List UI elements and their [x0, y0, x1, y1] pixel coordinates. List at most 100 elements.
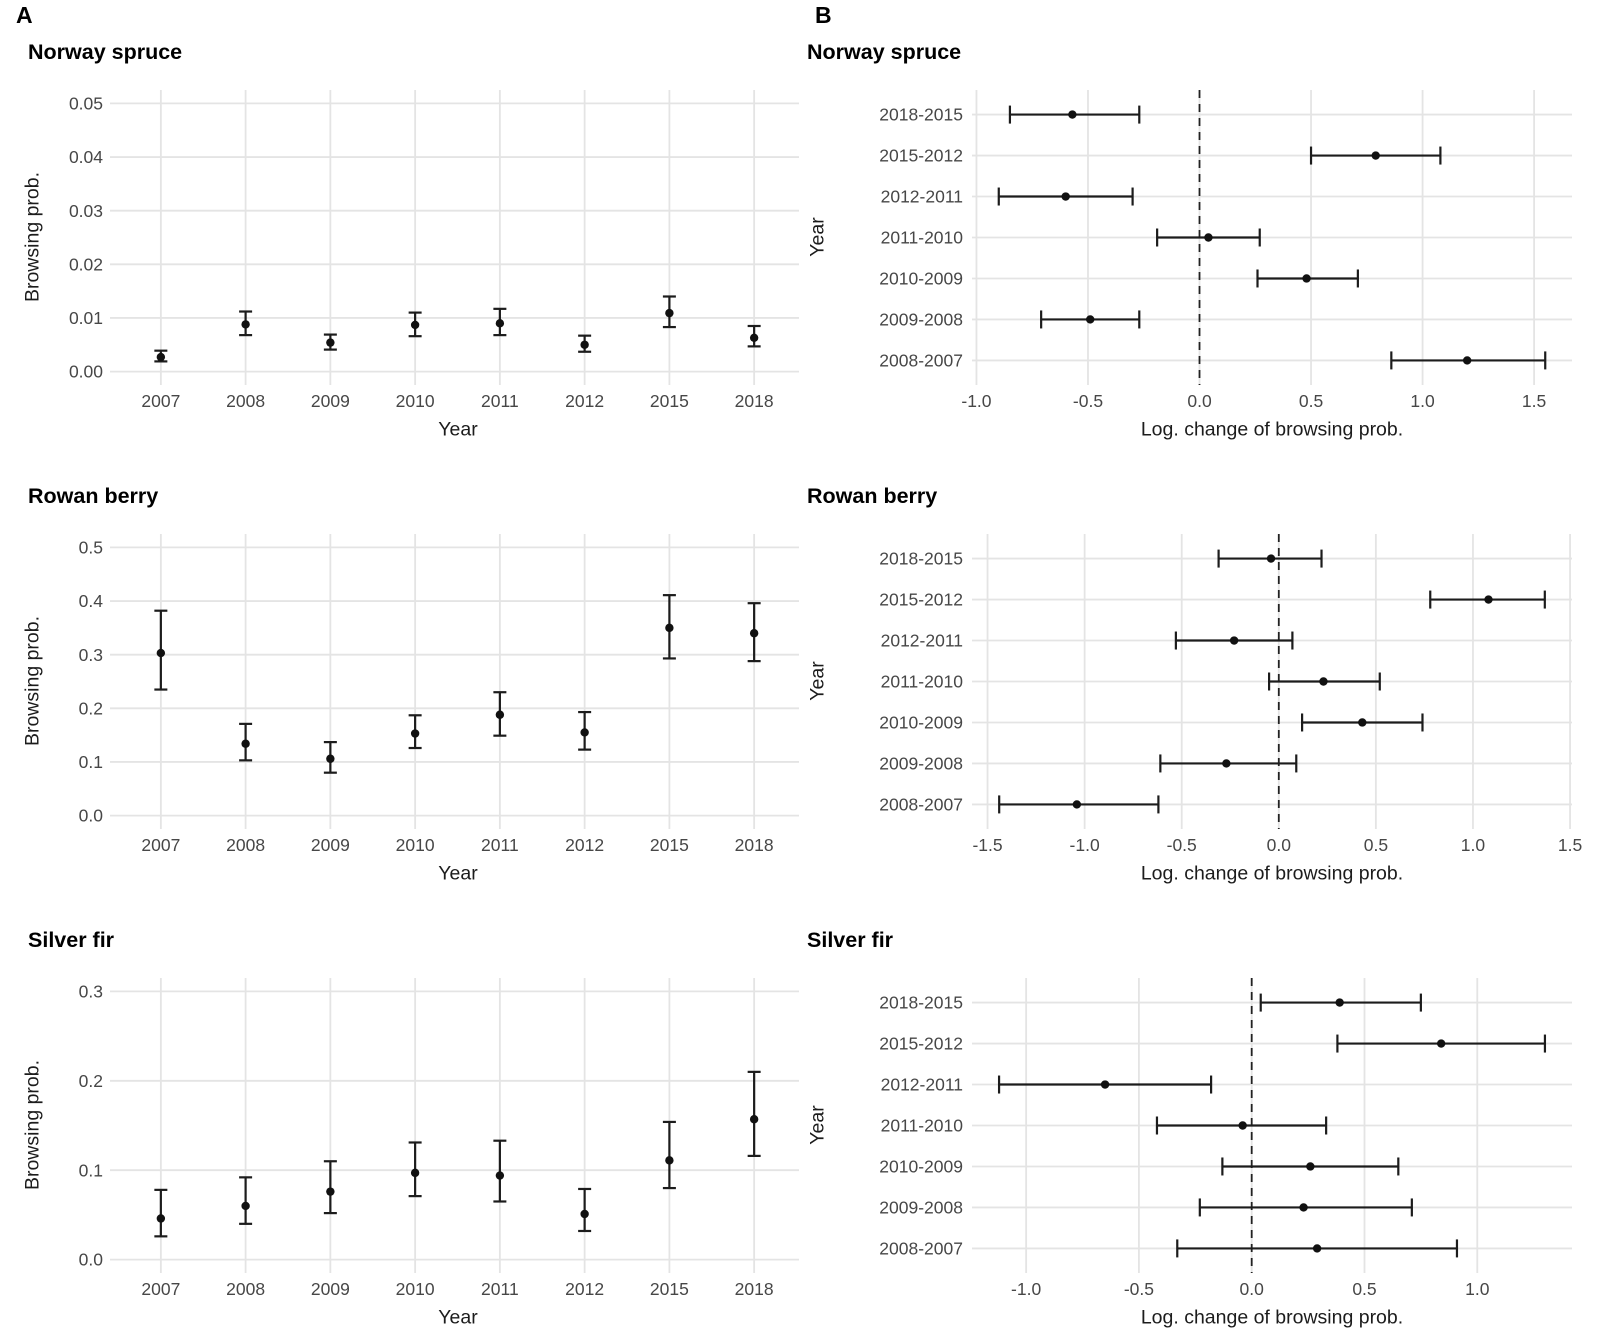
x-tick-label: 2007 [141, 1279, 180, 1299]
data-point [495, 319, 505, 328]
data-point [1222, 759, 1231, 768]
data-point [1266, 554, 1276, 563]
x-tick-label: 0.0 [1240, 1279, 1265, 1299]
y-tick-label: 0.03 [69, 201, 103, 221]
x-tick-label: 2012 [565, 1279, 604, 1299]
x-tick-label: -1.5 [972, 835, 1002, 855]
y-tick-label: 0.01 [69, 308, 103, 328]
x-tick-label: 0.5 [1364, 835, 1388, 855]
data-point [580, 340, 589, 349]
y-tick-label: 2008-2007 [879, 795, 963, 815]
y-tick-label: 2015-2012 [879, 590, 963, 610]
x-tick-label: 0.0 [1267, 835, 1292, 855]
x-tick-label: -1.0 [961, 391, 991, 411]
data-point [1484, 595, 1493, 604]
data-point [495, 1171, 505, 1180]
x-tick-label: 2011 [481, 391, 519, 411]
panel-b-rowan-berry: Rowan berry Year Log. change of browsing… [799, 444, 1598, 888]
data-point [665, 308, 674, 318]
y-tick-label: 2018-2015 [879, 549, 963, 569]
x-tick-label: 1.5 [1558, 835, 1582, 855]
plot-canvas: 2018-2015 2015-2012 2012-2011 2011-2010 2010… [879, 978, 1572, 1299]
data-point [1204, 233, 1213, 242]
data-point [156, 648, 166, 658]
y-tick-label: 2008-2007 [879, 351, 963, 371]
x-tick-label: 2015 [650, 835, 689, 855]
y-tick-label: 2011-2010 [881, 228, 964, 248]
x-tick-label: 1.0 [1410, 391, 1435, 411]
y-tick-label: 2011-2010 [881, 672, 964, 692]
data-point [1436, 1039, 1446, 1048]
data-point [156, 352, 166, 362]
x-tick-label: -0.5 [1167, 835, 1197, 855]
data-point [580, 1209, 589, 1219]
x-tick-label: 2015 [650, 391, 689, 411]
x-tick-label: 0.5 [1352, 1279, 1376, 1299]
x-tick-label: 2015 [650, 1279, 689, 1299]
data-point [1358, 718, 1367, 727]
x-tick-label: 2018 [735, 835, 774, 855]
y-tick-label: 0.05 [69, 94, 103, 114]
panel-title: Silver fir [28, 928, 115, 952]
y-tick-label: 2010-2009 [879, 1157, 963, 1177]
plot-canvas: 2018-2015 2015-2012 2012-2011 2011-2010 2010… [879, 90, 1572, 411]
y-tick-label: 2012-2011 [881, 1075, 963, 1095]
plot-canvas: 0.0 0.1 0.2 0.3 0.4 0.5 2007 2008 2009 2010 2011 20… [79, 534, 799, 855]
data-point [1238, 1121, 1247, 1130]
y-tick-label: 0.2 [79, 698, 103, 718]
y-tick-label: 0.2 [79, 1071, 103, 1091]
y-tick-label: 2009-2008 [879, 310, 963, 330]
y-tick-label: 0.04 [69, 147, 103, 167]
data-point [749, 333, 759, 342]
x-tick-label: 2011 [481, 835, 519, 855]
data-point [410, 729, 420, 738]
data-point [1068, 110, 1077, 119]
x-axis-title: Log. change of browsing prob. [1140, 862, 1404, 885]
y-tick-label: 2010-2009 [879, 269, 963, 289]
x-axis-title: Year [438, 862, 478, 885]
plot-canvas: 0.00 0.01 0.02 0.03 0.04 0.05 2007 2008 2009 2010… [69, 90, 799, 411]
data-point [156, 1214, 166, 1223]
x-tick-label: 1.5 [1522, 391, 1546, 411]
x-tick-label: 2009 [311, 391, 350, 411]
plot-canvas: 0.0 0.1 0.2 0.3 2007 2008 2009 2010 2011 2012 2015… [79, 978, 799, 1299]
y-tick-label: 2015-2012 [879, 1034, 963, 1054]
y-tick-label: 0.4 [79, 591, 104, 611]
x-axis-title: Year [438, 1306, 478, 1329]
data-point [580, 728, 589, 737]
x-tick-label: 2018 [735, 391, 774, 411]
y-tick-label: 2012-2011 [881, 631, 963, 651]
panel-b-silver-fir: Silver fir Year Log. change of browsing … [799, 888, 1598, 1332]
panel-title: Rowan berry [807, 484, 938, 508]
x-axis-title: Log. change of browsing prob. [1140, 418, 1404, 441]
panel-title: Silver fir [807, 928, 894, 952]
x-tick-label: 2007 [141, 835, 180, 855]
y-tick-label: 2011-2010 [881, 1116, 964, 1136]
data-point [495, 710, 505, 719]
data-point [410, 320, 420, 330]
data-point [1100, 1080, 1110, 1089]
panel-letter-a: A [16, 2, 33, 28]
data-point [326, 338, 335, 347]
data-point [1072, 800, 1082, 809]
data-point [241, 1201, 250, 1211]
x-tick-label: -1.0 [1070, 835, 1100, 855]
data-point [1086, 315, 1095, 324]
x-tick-label: 2009 [311, 1279, 350, 1299]
x-tick-label: 2008 [226, 1279, 265, 1299]
x-tick-label: -0.5 [1124, 1279, 1154, 1299]
x-tick-label: 2007 [141, 391, 180, 411]
x-tick-label: 2009 [311, 835, 350, 855]
data-point [1299, 1203, 1308, 1212]
panel-b-norway-spruce: Norway spruce Year Log. change of browsi… [799, 0, 1598, 444]
data-point [665, 623, 674, 633]
x-axis-title: Year [438, 418, 478, 441]
plot-canvas: 2018-2015 2015-2012 2012-2011 2011-2010 2010… [879, 534, 1582, 855]
panel-a-norway-spruce: Norway spruce Browsing prob. Year 0.00 0.… [0, 0, 799, 444]
y-tick-label: 2009-2008 [879, 1198, 963, 1218]
x-tick-label: 0.0 [1187, 391, 1212, 411]
y-tick-label: 0.0 [79, 1250, 104, 1270]
y-tick-label: 2009-2008 [879, 754, 963, 774]
data-point [1462, 356, 1472, 365]
